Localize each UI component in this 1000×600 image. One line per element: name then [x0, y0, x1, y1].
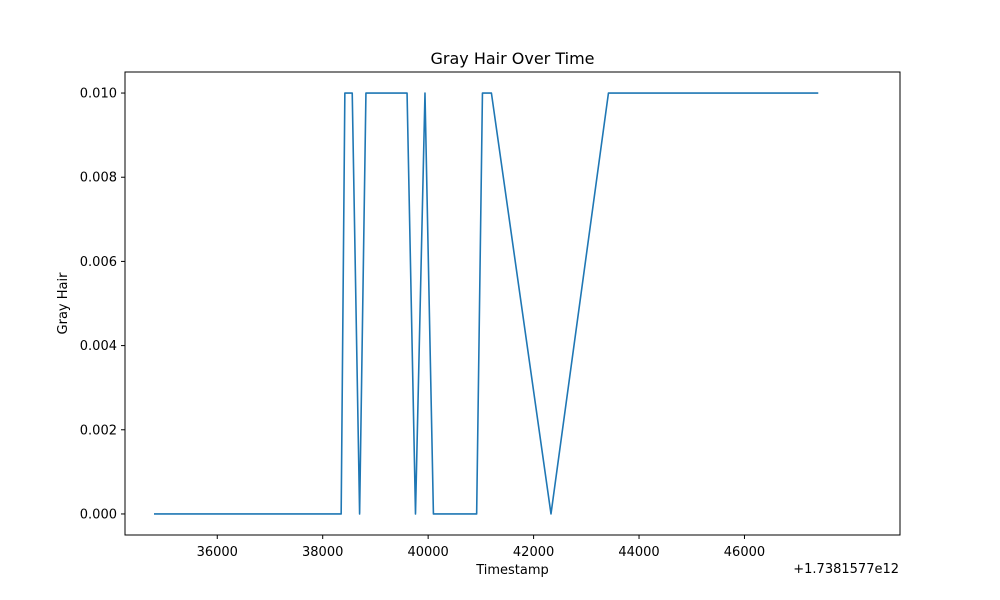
y-tick-label: 0.004	[80, 339, 117, 354]
x-tick-label: 40000	[407, 545, 448, 560]
y-axis-label: Gray Hair	[56, 272, 71, 335]
x-tick-label: 44000	[618, 545, 659, 560]
axes-frame	[124, 71, 901, 536]
x-tick-label: 42000	[513, 545, 554, 560]
y-axis-ticks: 0.000 0.002 0.004 0.006 0.008 0.010	[80, 87, 125, 522]
x-tick-label: 46000	[724, 545, 765, 560]
y-tick-label: 0.006	[80, 255, 117, 270]
x-axis-offset-label: +1.7381577e12	[793, 562, 899, 577]
y-tick-label: 0.010	[80, 87, 117, 102]
chart-title: Gray Hair Over Time	[430, 49, 594, 68]
y-tick-label: 0.000	[80, 507, 117, 522]
plot-area	[154, 92, 819, 515]
series-line-0	[154, 92, 819, 515]
x-tick-label: 36000	[197, 545, 238, 560]
x-axis-label: Timestamp	[475, 563, 549, 578]
y-tick-label: 0.002	[80, 423, 117, 438]
x-axis-ticks: 36000 38000 40000 42000 44000 46000	[197, 535, 765, 560]
x-tick-label: 38000	[302, 545, 343, 560]
y-tick-label: 0.008	[80, 171, 117, 186]
